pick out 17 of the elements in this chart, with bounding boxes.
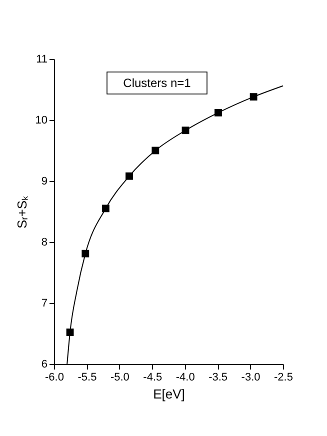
y-tick-label: 11 (36, 54, 48, 66)
x-tick-label: -4.0 (176, 372, 195, 384)
annotation: Clusters n=1 (123, 76, 192, 90)
y-tick-label: 7 (41, 298, 48, 310)
x-tick-label: -5.0 (110, 372, 130, 384)
y-axis-title: Sᵣ+Sₖ (14, 195, 30, 229)
x-tick-label: -6.0 (45, 372, 64, 384)
y-tick-label: 6 (41, 358, 48, 370)
y-tick-label: 10 (35, 114, 48, 126)
x-axis-title: E[eV] (153, 386, 185, 402)
x-tick-label: -4.5 (143, 372, 162, 384)
y-tick-label: 8 (41, 236, 48, 248)
x-tick-label: -5.5 (78, 372, 97, 384)
y-tick-label: 9 (41, 176, 48, 188)
x-tick-label: -2.5 (274, 372, 293, 384)
x-tick-label: -3.5 (208, 372, 228, 384)
x-tick-label: -3.0 (241, 372, 260, 384)
